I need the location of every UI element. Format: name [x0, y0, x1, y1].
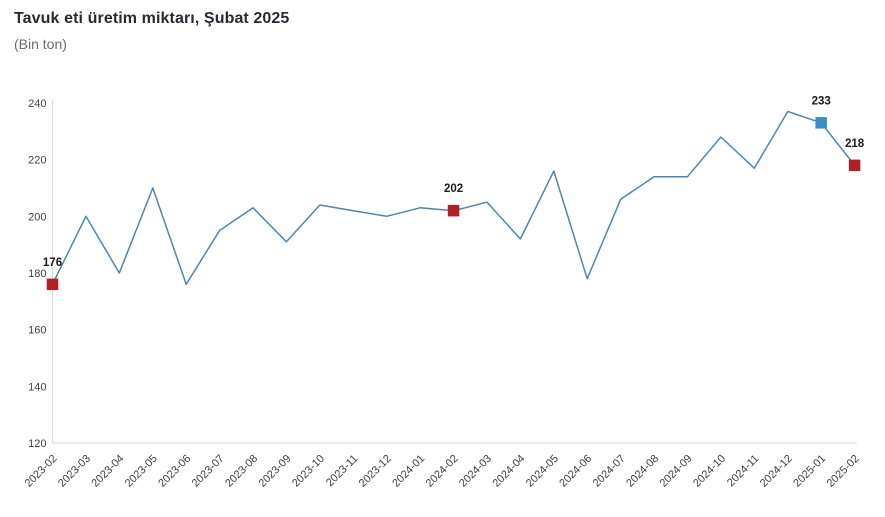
x-axis-tick-label: 2023-02 [23, 453, 60, 490]
y-axis-tick-label: 120 [28, 438, 46, 450]
x-axis-tick-label: 2023-07 [190, 453, 227, 490]
chart-subtitle: (Bin ton) [14, 36, 67, 52]
x-axis-tick-label: 2024-11 [725, 453, 761, 489]
x-axis-tick-label: 2025-02 [825, 453, 862, 490]
marker-2024-02 [447, 204, 460, 217]
x-axis-tick-label: 2024-04 [490, 453, 527, 490]
x-axis-tick-label: 2024-09 [658, 453, 695, 490]
x-axis-tick-label: 2024-01 [390, 453, 427, 490]
x-axis-tick-label: 2023-05 [123, 453, 160, 490]
x-axis-tick-label: 2024-05 [524, 453, 561, 490]
y-axis-tick-label: 140 [28, 381, 46, 393]
x-axis-tick-label: 2024-07 [591, 453, 628, 490]
x-axis-tick-label: 2023-09 [257, 453, 294, 490]
x-axis-tick-label: 2023-06 [156, 453, 193, 490]
x-axis-tick-label: 2023-03 [56, 453, 93, 490]
point-label-2024-02: 202 [444, 183, 463, 195]
marker-2025-02 [848, 159, 861, 172]
marker-2023-02 [46, 278, 59, 291]
x-axis-tick-label: 2024-02 [424, 453, 461, 490]
x-axis-tick-label: 2023-08 [223, 453, 260, 490]
marker-2025-01 [815, 117, 827, 129]
y-axis-tick-label: 200 [28, 211, 46, 223]
y-axis-tick-label: 220 [28, 155, 46, 167]
x-axis-tick-label: 2024-08 [624, 453, 661, 490]
point-label-2023-02: 176 [43, 257, 62, 269]
y-axis-tick-label: 240 [28, 98, 46, 110]
x-axis-tick-label: 2024-12 [758, 453, 795, 490]
y-axis-tick-label: 180 [28, 268, 46, 280]
x-axis-tick-label: 2023-04 [89, 453, 126, 490]
x-axis-tick-label: 2023-10 [290, 453, 327, 490]
x-axis-tick-label: 2023-11 [324, 453, 360, 489]
production-line [51, 110, 856, 286]
y-axis-tick-label: 160 [28, 325, 46, 337]
x-axis-tick-label: 2024-03 [457, 453, 494, 490]
x-axis-tick-label: 2023-12 [357, 453, 394, 490]
x-axis-tick-label: 2024-06 [557, 453, 594, 490]
point-label-2025-02: 218 [845, 138, 865, 150]
chart-title: Tavuk eti üretim miktarı, Şubat 2025 [14, 10, 290, 27]
x-axis-tick-label: 2024-10 [691, 453, 728, 490]
x-axis-tick-label: 2025-01 [791, 453, 828, 490]
point-label-2025-01: 233 [812, 95, 831, 107]
